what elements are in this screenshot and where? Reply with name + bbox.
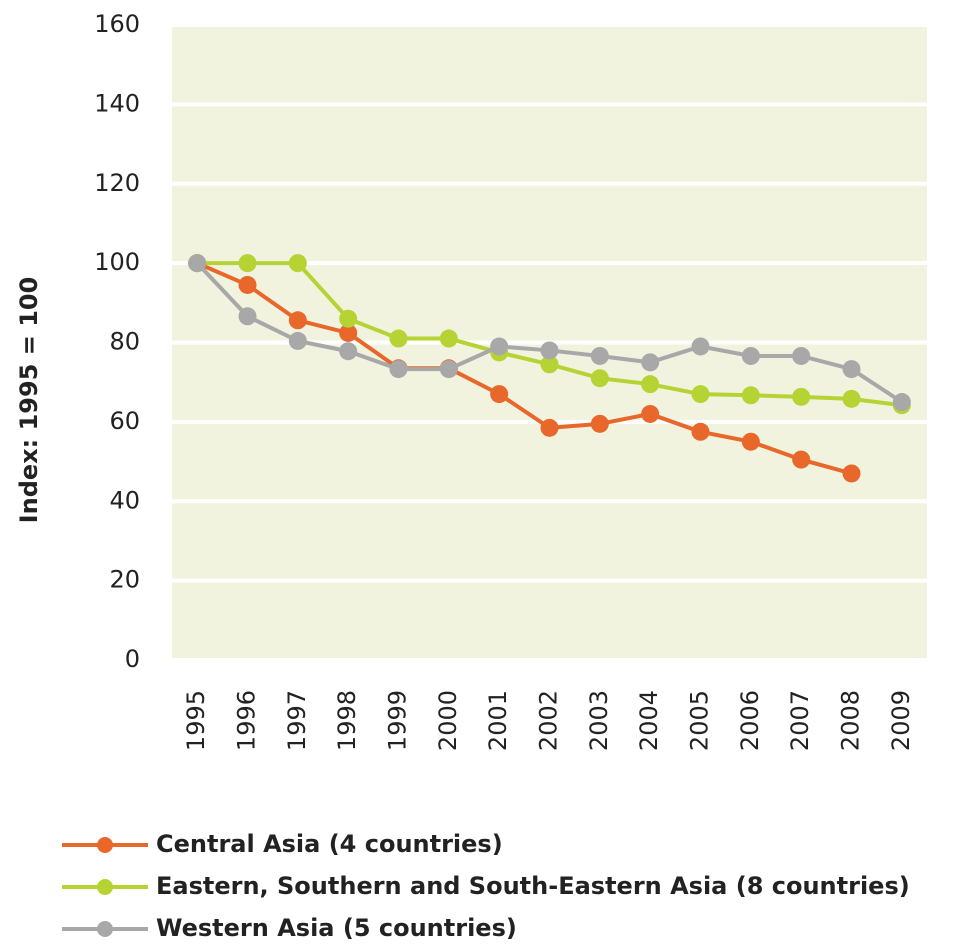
- point: [590, 369, 609, 388]
- point: [590, 346, 609, 365]
- x-tick-label: 2009: [887, 690, 915, 751]
- x-tick-label: 2002: [535, 690, 563, 751]
- legend-marker: [97, 837, 113, 853]
- point: [641, 404, 660, 423]
- legend-label: Western Asia (5 countries): [156, 914, 517, 942]
- point: [792, 450, 811, 469]
- point: [641, 353, 660, 372]
- point: [892, 393, 911, 412]
- y-tick-label: 20: [109, 566, 140, 594]
- x-tick-label: 1997: [283, 690, 311, 751]
- point: [439, 329, 458, 348]
- point: [389, 360, 408, 379]
- x-tick-label: 2001: [484, 690, 512, 751]
- y-axis-label: Index: 1995 = 100: [15, 277, 43, 524]
- point: [641, 375, 660, 394]
- point: [842, 389, 861, 408]
- point: [691, 422, 710, 441]
- point: [188, 254, 207, 273]
- y-tick-label: 80: [109, 328, 140, 356]
- x-tick-label: 1998: [333, 690, 361, 751]
- point: [741, 386, 760, 405]
- x-tick-label: 2006: [736, 690, 764, 751]
- point: [490, 337, 509, 356]
- point: [842, 464, 861, 483]
- point: [792, 387, 811, 406]
- y-tick-label: 60: [109, 407, 140, 435]
- x-tick-label: 2008: [837, 690, 865, 751]
- x-tick-label: 2003: [585, 690, 613, 751]
- point: [741, 432, 760, 451]
- point: [691, 337, 710, 356]
- point: [288, 311, 307, 330]
- x-tick-label: 2000: [434, 690, 462, 751]
- point: [339, 309, 358, 328]
- point: [792, 346, 811, 365]
- point: [842, 360, 861, 379]
- point: [590, 414, 609, 433]
- y-tick-label: 120: [94, 169, 140, 197]
- point: [339, 323, 358, 342]
- y-tick-label: 160: [94, 10, 140, 38]
- point: [389, 329, 408, 348]
- legend-marker: [97, 921, 113, 937]
- point: [540, 418, 559, 437]
- x-tick-label: 2007: [786, 690, 814, 751]
- point: [490, 385, 509, 404]
- x-tick-label: 1995: [182, 690, 210, 751]
- point: [540, 341, 559, 360]
- x-tick-label: 1996: [233, 690, 261, 751]
- point: [238, 307, 257, 326]
- point: [288, 331, 307, 350]
- legend-label: Central Asia (4 countries): [156, 830, 503, 858]
- point: [238, 254, 257, 273]
- point: [540, 355, 559, 374]
- point: [691, 385, 710, 404]
- y-tick-label: 40: [109, 486, 140, 514]
- x-tick-label: 1999: [384, 690, 412, 751]
- x-tick-label: 2005: [686, 690, 714, 751]
- y-tick-label: 140: [94, 89, 140, 117]
- point: [288, 254, 307, 273]
- point: [238, 275, 257, 294]
- legend-label: Eastern, Southern and South-Eastern Asia…: [156, 872, 910, 900]
- y-tick-label: 0: [125, 645, 140, 673]
- y-tick-label: 100: [94, 248, 140, 276]
- legend-marker: [97, 879, 113, 895]
- point: [439, 360, 458, 379]
- x-tick-label: 2004: [635, 690, 663, 751]
- point: [339, 342, 358, 361]
- point: [741, 346, 760, 365]
